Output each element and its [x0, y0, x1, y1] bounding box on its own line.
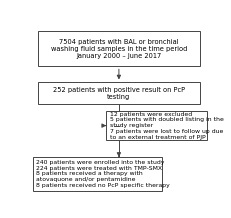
Text: 12 patients were excluded
5 patients with doubled listing in the
study register
: 12 patients were excluded 5 patients wit…	[109, 112, 223, 140]
Text: 7504 patients with BAL or bronchial
washing fluid samples in the time period
Jan: 7504 patients with BAL or bronchial wash…	[51, 39, 186, 59]
FancyBboxPatch shape	[32, 157, 161, 191]
FancyBboxPatch shape	[106, 111, 206, 140]
Text: 240 patients were enrolled into the study
224 patients were treated with TMP-SMX: 240 patients were enrolled into the stud…	[36, 160, 169, 188]
Text: 252 patients with positive result on PcP
testing: 252 patients with positive result on PcP…	[53, 87, 184, 100]
FancyBboxPatch shape	[38, 82, 199, 104]
FancyBboxPatch shape	[38, 31, 199, 66]
